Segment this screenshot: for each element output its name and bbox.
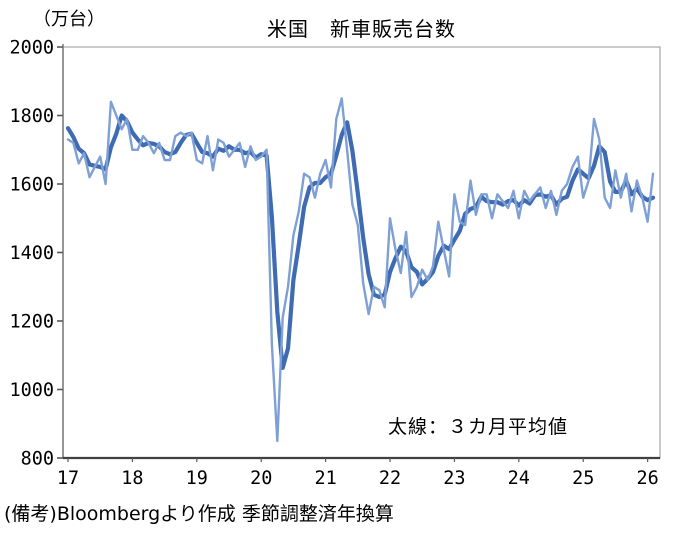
- x-tick-label-21: 21: [314, 468, 336, 489]
- x-tick-label-19: 19: [186, 468, 208, 489]
- y-tick-label-2000: 2000: [9, 38, 54, 59]
- y-axis-unit-label: （万台）: [33, 9, 105, 30]
- x-tick-label-25: 25: [572, 468, 594, 489]
- y-tick-label-800: 800: [21, 449, 54, 470]
- x-tick-label-20: 20: [250, 468, 272, 489]
- monthly-sales-line: [66, 97, 655, 443]
- x-tick-label-17: 17: [57, 468, 79, 489]
- y-tick-label-1600: 1600: [9, 175, 54, 196]
- chart-title: 米国 新車販売台数: [267, 17, 456, 41]
- y-tick-label-1200: 1200: [9, 312, 54, 333]
- x-tick-label-24: 24: [508, 468, 530, 489]
- x-tick-label-18: 18: [121, 468, 143, 489]
- source-footnote: (備考)Bloombergより作成 季節調整済年換算: [4, 503, 394, 525]
- average-3month-line: [65, 113, 656, 370]
- y-tick-label-1400: 1400: [9, 243, 54, 264]
- x-tick-label-26: 26: [636, 468, 658, 489]
- thick-line-annotation: 太線：３カ月平均値: [388, 416, 569, 438]
- x-tick-label-23: 23: [443, 468, 465, 489]
- x-tick-label-22: 22: [379, 468, 401, 489]
- y-tick-label-1000: 1000: [9, 380, 54, 401]
- y-tick-label-1800: 1800: [9, 106, 54, 127]
